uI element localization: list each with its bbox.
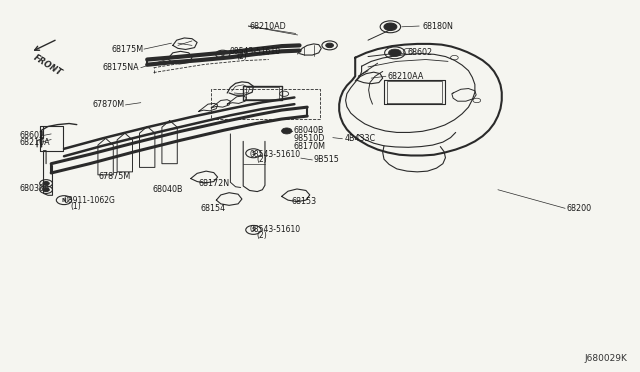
Circle shape bbox=[384, 23, 397, 31]
Text: S: S bbox=[252, 227, 255, 232]
Text: 98510D: 98510D bbox=[293, 134, 324, 143]
Text: 08543-51610: 08543-51610 bbox=[250, 225, 301, 234]
Text: 68170M: 68170M bbox=[293, 142, 325, 151]
Text: J680029K: J680029K bbox=[584, 354, 627, 363]
Text: 68172N: 68172N bbox=[198, 179, 230, 187]
Text: S: S bbox=[252, 151, 255, 156]
Text: 68210AD: 68210AD bbox=[250, 22, 286, 31]
Text: 68175NA: 68175NA bbox=[103, 63, 140, 72]
Text: 68200: 68200 bbox=[566, 204, 591, 213]
Text: FRONT: FRONT bbox=[32, 53, 64, 77]
Text: 68210AA: 68210AA bbox=[387, 72, 424, 81]
Text: 68175M: 68175M bbox=[112, 45, 144, 54]
Text: 67870M: 67870M bbox=[93, 100, 125, 109]
Text: 08543-51610: 08543-51610 bbox=[250, 150, 301, 158]
Text: (2): (2) bbox=[256, 155, 267, 164]
Text: 68154: 68154 bbox=[200, 204, 225, 213]
Circle shape bbox=[43, 182, 49, 185]
Text: 08911-1062G: 08911-1062G bbox=[64, 196, 116, 205]
Circle shape bbox=[388, 49, 401, 57]
Text: (2): (2) bbox=[237, 52, 248, 61]
Circle shape bbox=[43, 188, 49, 192]
Circle shape bbox=[282, 128, 292, 134]
Text: (2): (2) bbox=[256, 231, 267, 240]
Text: N: N bbox=[61, 198, 67, 203]
Text: (1): (1) bbox=[70, 202, 81, 211]
Text: 68040B: 68040B bbox=[152, 185, 183, 194]
Text: 68030A: 68030A bbox=[19, 185, 50, 193]
Text: 68602: 68602 bbox=[19, 131, 44, 140]
Text: 68180N: 68180N bbox=[422, 22, 453, 31]
Text: S: S bbox=[221, 52, 225, 57]
Text: 68602: 68602 bbox=[407, 48, 432, 57]
Text: 08543-51610: 08543-51610 bbox=[229, 47, 280, 56]
Text: 68210A: 68210A bbox=[19, 138, 50, 147]
Text: 68040B: 68040B bbox=[293, 126, 324, 135]
Text: 68153: 68153 bbox=[291, 197, 316, 206]
Text: 4B433C: 4B433C bbox=[344, 134, 376, 143]
Text: 9B515: 9B515 bbox=[314, 155, 339, 164]
Text: 67875M: 67875M bbox=[99, 172, 131, 181]
Circle shape bbox=[326, 43, 333, 48]
